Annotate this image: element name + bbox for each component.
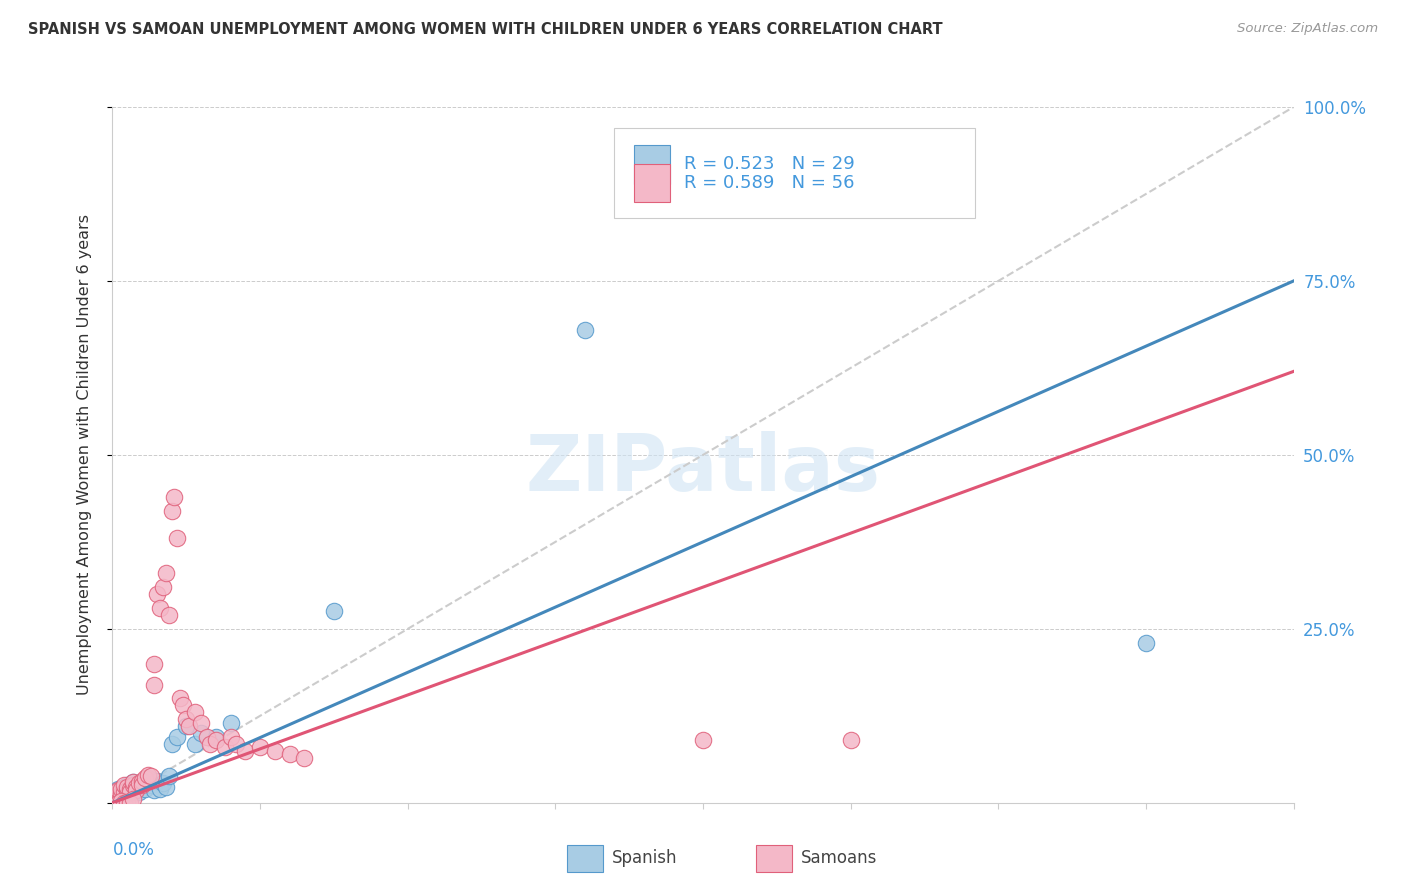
Point xyxy=(152,580,174,594)
Point xyxy=(152,776,174,790)
Point xyxy=(125,780,148,795)
Point xyxy=(157,607,180,622)
Point xyxy=(157,769,180,783)
Point xyxy=(1135,636,1157,650)
Point xyxy=(136,768,159,782)
Point xyxy=(190,726,212,740)
Point xyxy=(117,778,138,792)
Point xyxy=(112,780,135,795)
Point xyxy=(139,778,162,792)
Point xyxy=(233,744,256,758)
Text: Source: ZipAtlas.com: Source: ZipAtlas.com xyxy=(1237,22,1378,36)
Point xyxy=(128,776,150,790)
Point xyxy=(110,794,132,808)
Point xyxy=(120,783,142,797)
Point xyxy=(110,788,132,802)
Point xyxy=(264,744,287,758)
Point xyxy=(166,730,188,744)
Point xyxy=(142,657,165,671)
Point xyxy=(149,781,172,796)
Point xyxy=(131,778,153,792)
Point xyxy=(184,737,207,751)
Point xyxy=(104,785,127,799)
Point xyxy=(198,737,221,751)
Point xyxy=(169,691,191,706)
Point xyxy=(122,778,145,792)
Point xyxy=(131,773,153,788)
Point xyxy=(278,747,301,761)
Point xyxy=(139,769,162,783)
Text: Spanish: Spanish xyxy=(612,849,678,867)
Point xyxy=(214,740,236,755)
Point xyxy=(112,796,135,810)
Point xyxy=(117,780,138,795)
Point xyxy=(122,792,145,806)
Point xyxy=(110,783,132,797)
Point xyxy=(120,781,142,796)
Text: ZIPatlas: ZIPatlas xyxy=(526,431,880,507)
Point xyxy=(110,781,132,796)
Point xyxy=(136,772,159,786)
Point xyxy=(142,783,165,797)
Point xyxy=(155,780,177,795)
Point xyxy=(107,783,129,797)
Point xyxy=(839,733,862,747)
FancyBboxPatch shape xyxy=(634,145,669,184)
Text: 0.0%: 0.0% xyxy=(112,841,155,859)
Point xyxy=(117,783,138,797)
Point xyxy=(104,789,127,803)
Point xyxy=(174,712,197,726)
Point xyxy=(117,795,138,809)
Point xyxy=(219,715,242,730)
FancyBboxPatch shape xyxy=(756,845,792,872)
Point xyxy=(134,772,156,786)
Point xyxy=(120,796,142,810)
Point xyxy=(146,773,169,788)
Point xyxy=(205,733,228,747)
Point xyxy=(128,785,150,799)
Point xyxy=(160,737,183,751)
Point xyxy=(179,719,201,733)
Point xyxy=(166,532,188,546)
FancyBboxPatch shape xyxy=(567,845,603,872)
Point xyxy=(112,785,135,799)
Point xyxy=(323,605,346,619)
Y-axis label: Unemployment Among Women with Children Under 6 years: Unemployment Among Women with Children U… xyxy=(77,214,91,696)
Point xyxy=(107,785,129,799)
Point xyxy=(195,730,218,744)
Text: R = 0.589   N = 56: R = 0.589 N = 56 xyxy=(685,174,855,192)
Point xyxy=(125,780,148,795)
Point xyxy=(174,719,197,733)
FancyBboxPatch shape xyxy=(634,164,669,202)
Point xyxy=(134,781,156,796)
Point xyxy=(155,566,177,581)
FancyBboxPatch shape xyxy=(614,128,974,219)
Text: SPANISH VS SAMOAN UNEMPLOYMENT AMONG WOMEN WITH CHILDREN UNDER 6 YEARS CORRELATI: SPANISH VS SAMOAN UNEMPLOYMENT AMONG WOM… xyxy=(28,22,943,37)
Point xyxy=(249,740,271,755)
Point xyxy=(122,775,145,789)
Point xyxy=(142,677,165,691)
Point xyxy=(225,737,247,751)
Point xyxy=(107,781,129,796)
Point xyxy=(160,503,183,517)
Point xyxy=(172,698,194,713)
Point xyxy=(163,490,186,504)
Point xyxy=(219,730,242,744)
Text: Samoans: Samoans xyxy=(801,849,877,867)
Point xyxy=(692,733,714,747)
Point xyxy=(574,323,596,337)
Point xyxy=(120,785,142,799)
Point xyxy=(149,601,172,615)
Point xyxy=(131,776,153,790)
Point xyxy=(146,587,169,601)
Point xyxy=(205,730,228,744)
Point xyxy=(190,715,212,730)
Point xyxy=(184,706,207,720)
Point xyxy=(122,775,145,789)
Point xyxy=(107,796,129,810)
Point xyxy=(125,783,148,797)
Point xyxy=(112,778,135,792)
Point xyxy=(292,750,315,764)
Text: R = 0.523   N = 29: R = 0.523 N = 29 xyxy=(685,155,855,173)
